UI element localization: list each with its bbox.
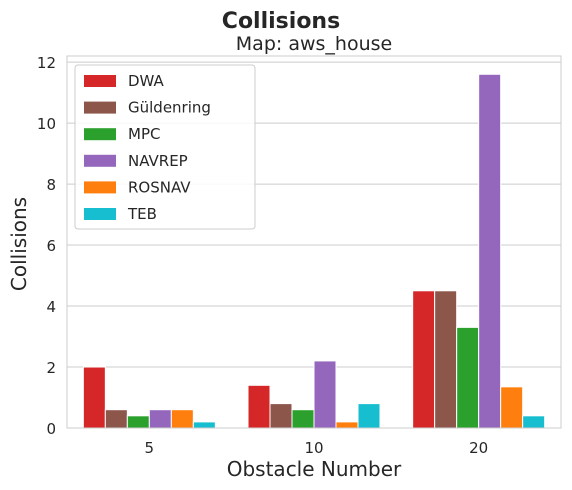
bar-navrep-5: [148, 409, 172, 429]
legend-swatch-dwa: [84, 75, 116, 87]
y-tick-label: 12: [37, 54, 56, 72]
x-tick-labels: 5 10 20: [145, 439, 489, 457]
bar-dwa-20: [412, 290, 436, 429]
legend-swatch-teb: [84, 208, 116, 220]
y-tick-label: 8: [46, 176, 56, 194]
y-tick-label: 2: [46, 359, 56, 377]
bar-teb-10: [357, 403, 381, 429]
bar-mpc-10: [291, 409, 315, 429]
legend-label-teb: TEB: [127, 205, 157, 223]
legend-label-navrep: NAVREP: [128, 152, 188, 170]
legend-label-mpc: MPC: [128, 125, 160, 143]
bar-mpc-20: [456, 326, 480, 429]
legend-box: [74, 64, 256, 230]
x-axis-label: Obstacle Number: [227, 457, 402, 481]
bar-navrep-20: [478, 73, 502, 429]
bar-güldenring-10: [269, 403, 293, 429]
legend-label-rosnav: ROSNAV: [128, 178, 191, 196]
bar-mpc-5: [126, 415, 150, 429]
bar-rosnav-5: [170, 409, 194, 429]
plot-frame: [66, 55, 562, 429]
chart-subtitle: Map: aws_house: [236, 33, 392, 55]
x-tick-label: 20: [469, 439, 488, 457]
bar-teb-5: [192, 421, 216, 429]
bars-group: [82, 73, 546, 429]
y-tick-labels: 0 2 4 6 8 10 12: [37, 54, 56, 438]
y-axis-label: Collisions: [7, 197, 31, 291]
y-tick-label: 0: [46, 420, 56, 438]
legend-label-dwa: DWA: [128, 72, 165, 90]
bar-dwa-5: [82, 366, 106, 429]
y-tick-label: 4: [46, 298, 56, 316]
legend-swatch-mpc: [84, 128, 116, 141]
x-tick-label: 5: [145, 439, 155, 457]
bar-navrep-10: [313, 360, 337, 429]
bar-güldenring-5: [104, 409, 128, 429]
bar-teb-20: [522, 415, 546, 429]
bar-dwa-10: [247, 384, 271, 429]
legend-swatch-navrep: [84, 154, 116, 167]
bar-rosnav-10: [335, 421, 359, 429]
bar-güldenring-20: [434, 290, 458, 429]
y-tick-label: 6: [46, 237, 56, 255]
y-tick-label: 10: [37, 115, 56, 133]
bar-rosnav-20: [500, 386, 524, 429]
x-tick-label: 10: [304, 439, 323, 457]
chart-title: Collisions: [222, 9, 340, 34]
legend-swatch-rosnav: [84, 181, 116, 194]
legend-label-güldenring: Güldenring: [128, 99, 211, 117]
legend: DWA Güldenring MPC NAVREP ROSNAV TEB: [74, 64, 256, 230]
legend-swatch-güldenring: [84, 101, 116, 114]
